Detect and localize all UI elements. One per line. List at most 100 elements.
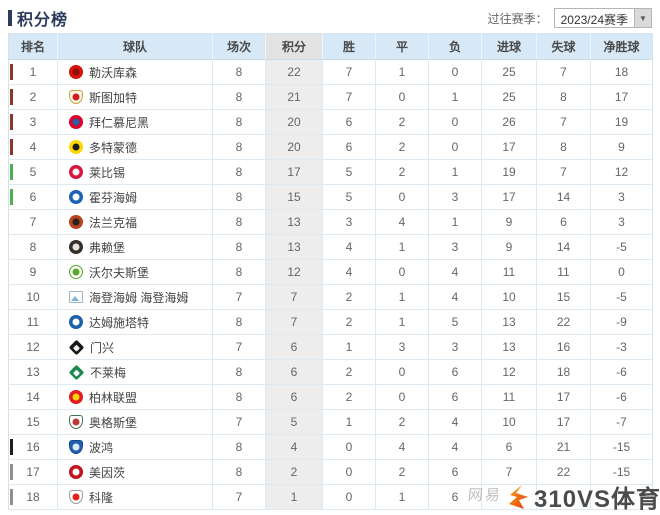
- team-link[interactable]: 门兴: [68, 339, 212, 356]
- team-cell: 霍芬海姆: [57, 184, 213, 210]
- team-cell: 莱比锡: [57, 159, 213, 185]
- header-win: 胜: [322, 33, 376, 60]
- played-cell: 8: [212, 309, 266, 335]
- team-link[interactable]: 波鸿: [69, 439, 212, 456]
- played-cell: 7: [212, 334, 266, 360]
- team-link[interactable]: 拜仁慕尼黑: [69, 114, 212, 131]
- brand-bolt-icon: [509, 484, 528, 509]
- draw-cell: 4: [375, 434, 429, 460]
- goals-against-cell: 15: [536, 284, 591, 310]
- goals-for-cell: 10: [481, 409, 537, 435]
- played-cell: 8: [212, 159, 266, 185]
- goals-against-cell: 11: [536, 259, 591, 285]
- goal-diff-cell: 19: [590, 109, 653, 135]
- team-link[interactable]: 达姆施塔特: [69, 314, 212, 331]
- win-cell: 6: [322, 109, 376, 135]
- rank-cell: 8: [8, 234, 58, 260]
- draw-cell: 0: [375, 259, 429, 285]
- goals-against-cell: 17: [536, 409, 591, 435]
- zone-indicator-bar: [10, 64, 13, 80]
- team-name: 海登海姆 海登海姆: [89, 290, 189, 305]
- rank-cell: 16: [8, 434, 58, 460]
- team-link[interactable]: 斯图加特: [69, 89, 212, 106]
- goals-for-cell: 11: [481, 259, 537, 285]
- points-cell: 4: [265, 434, 323, 460]
- team-cell: 美因茨: [57, 459, 213, 485]
- loss-cell: 1: [428, 209, 482, 235]
- goals-against-cell: 8: [536, 84, 591, 110]
- goals-for-cell: 13: [481, 309, 537, 335]
- team-link[interactable]: 弗赖堡: [69, 239, 212, 256]
- draw-cell: 2: [375, 459, 429, 485]
- points-cell: 17: [265, 159, 323, 185]
- team-logo-icon: [69, 415, 83, 429]
- rank-cell: 4: [8, 134, 58, 160]
- rank-cell: 15: [8, 409, 58, 435]
- table-row: 1 勒沃库森 8 22 7 1 0 25 7 18: [8, 59, 653, 85]
- goals-for-cell: 12: [481, 359, 537, 385]
- team-link[interactable]: 多特蒙德: [69, 139, 212, 156]
- team-name: 不莱梅: [90, 365, 127, 380]
- team-link[interactable]: 海登海姆 海登海姆: [69, 289, 212, 306]
- goals-for-cell: 10: [481, 284, 537, 310]
- goal-diff-cell: -6: [590, 384, 653, 410]
- team-link[interactable]: 霍芬海姆: [69, 189, 212, 206]
- team-link[interactable]: 美因茨: [69, 464, 212, 481]
- goals-against-cell: 18: [536, 359, 591, 385]
- team-link[interactable]: 莱比锡: [69, 164, 212, 181]
- team-name: 美因茨: [89, 465, 126, 480]
- team-logo-icon: [69, 115, 83, 129]
- draw-cell: 0: [375, 384, 429, 410]
- team-link[interactable]: 奥格斯堡: [69, 414, 212, 431]
- season-select[interactable]: 2023/24赛季 ▼: [553, 8, 652, 28]
- team-link[interactable]: 科隆: [69, 489, 212, 506]
- header-played: 场次: [212, 33, 266, 60]
- team-logo-icon: [69, 165, 83, 179]
- win-cell: 2: [322, 284, 376, 310]
- season-selector: 过往赛季： 2023/24赛季 ▼: [488, 8, 652, 28]
- team-cell: 达姆施塔特: [57, 309, 213, 335]
- page-title-text: 积分榜: [17, 12, 69, 29]
- rank-cell: 1: [8, 59, 58, 85]
- points-cell: 1: [265, 484, 323, 510]
- loss-cell: 3: [428, 234, 482, 260]
- team-logo-icon: [69, 265, 83, 279]
- loss-cell: 6: [428, 384, 482, 410]
- rank-cell: 7: [8, 209, 58, 235]
- team-link[interactable]: 勒沃库森: [69, 64, 212, 81]
- goals-against-cell: 22: [536, 309, 591, 335]
- team-logo-icon: [69, 440, 83, 454]
- team-link[interactable]: 法兰克福: [69, 214, 212, 231]
- table-row: 4 多特蒙德 8 20 6 2 0 17 8 9: [8, 134, 653, 160]
- team-cell: 沃尔夫斯堡: [57, 259, 213, 285]
- points-cell: 21: [265, 84, 323, 110]
- team-cell: 勒沃库森: [57, 59, 213, 85]
- win-cell: 7: [322, 59, 376, 85]
- table-row: 8 弗赖堡 8 13 4 1 3 9 14 -5: [8, 234, 653, 260]
- rank-cell: 9: [8, 259, 58, 285]
- win-cell: 0: [322, 459, 376, 485]
- chevron-down-icon[interactable]: ▼: [634, 9, 651, 27]
- rank-cell: 18: [8, 484, 58, 510]
- goals-against-cell: 7: [536, 159, 591, 185]
- team-cell: 海登海姆 海登海姆: [57, 284, 213, 310]
- team-link[interactable]: 柏林联盟: [69, 389, 212, 406]
- goal-diff-cell: -7: [590, 409, 653, 435]
- loss-cell: 4: [428, 284, 482, 310]
- team-name: 拜仁慕尼黑: [89, 115, 150, 130]
- table-row: 16 波鸿 8 4 0 4 4 6 21 -15: [8, 434, 653, 460]
- points-cell: 20: [265, 109, 323, 135]
- season-select-value: 2023/24赛季: [560, 13, 628, 27]
- team-name: 莱比锡: [89, 165, 126, 180]
- draw-cell: 2: [375, 159, 429, 185]
- goals-for-cell: 13: [481, 334, 537, 360]
- points-cell: 5: [265, 409, 323, 435]
- team-link[interactable]: 沃尔夫斯堡: [69, 264, 212, 281]
- brand-watermark-text: 310VS体育: [534, 486, 660, 513]
- rank-cell: 11: [8, 309, 58, 335]
- team-link[interactable]: 不莱梅: [68, 364, 212, 381]
- goals-against-cell: 8: [536, 134, 591, 160]
- played-cell: 8: [212, 59, 266, 85]
- draw-cell: 0: [375, 84, 429, 110]
- played-cell: 8: [212, 134, 266, 160]
